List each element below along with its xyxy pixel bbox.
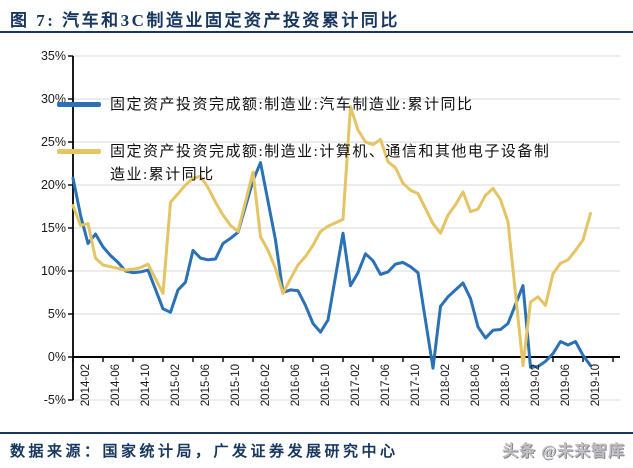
legend-label-auto: 固定资产投资完成额:制造业:汽车制造业:累计同比 bbox=[110, 97, 474, 113]
x-tick-label: 2017-06 bbox=[380, 364, 392, 407]
x-tick-label: 2019-02 bbox=[530, 364, 542, 407]
footer-divider bbox=[0, 432, 633, 434]
x-tick-label: 2015-06 bbox=[200, 364, 212, 407]
title-divider bbox=[0, 31, 633, 33]
x-tick-label: 2014-06 bbox=[110, 364, 122, 407]
y-tick-label: 10% bbox=[40, 264, 66, 278]
x-tick-label: 2019-06 bbox=[560, 364, 572, 407]
x-tick-label: 2016-10 bbox=[320, 364, 332, 407]
legend-item-electronics: 固定资产投资完成额:制造业:计算机、通信和其他电子设备制造业:累计同比 bbox=[57, 141, 562, 187]
y-tick-label: 35% bbox=[40, 49, 66, 63]
x-tick-label: 2016-02 bbox=[260, 364, 272, 407]
y-tick-label: 15% bbox=[40, 221, 66, 235]
x-tick-label: 2015-10 bbox=[230, 364, 242, 407]
y-tick-label: 25% bbox=[40, 135, 66, 149]
x-tick-label: 2017-02 bbox=[350, 364, 362, 407]
data-source-note: 数据来源：国家统计局，广发证券发展研究中心 bbox=[10, 444, 399, 460]
y-tick-label: -5% bbox=[43, 393, 66, 407]
x-tick-label: 2018-10 bbox=[500, 364, 512, 407]
x-tick-label: 2019-10 bbox=[590, 364, 602, 407]
series-electronics-line bbox=[71, 105, 592, 368]
x-tick-label: 2014-10 bbox=[140, 364, 152, 407]
line-chart-canvas bbox=[68, 55, 620, 401]
x-tick-label: 2017-10 bbox=[410, 364, 422, 407]
legend-item-auto: 固定资产投资完成额:制造业:汽车制造业:累计同比 bbox=[57, 94, 562, 117]
figure-title: 图 7: 汽车和3C制造业固定资产投资累计同比 bbox=[10, 11, 400, 30]
x-tick-label: 2016-06 bbox=[290, 364, 302, 407]
legend-swatch-electronics-line bbox=[57, 149, 101, 154]
chart-area: 35% 30% 25% 20% 15% 10% 5% 0% -5% 2014-02 2014-06… bbox=[0, 34, 633, 430]
y-tick-label: 20% bbox=[40, 178, 66, 192]
x-tick-label: 2018-06 bbox=[470, 364, 482, 407]
y-tick-label: 0% bbox=[47, 350, 66, 364]
legend-label-electronics: 固定资产投资完成额:制造业:计算机、通信和其他电子设备制造业:累计同比 bbox=[110, 144, 551, 183]
x-tick-label: 2014-02 bbox=[80, 364, 92, 407]
watermark-text: 头条 @未来智库 bbox=[502, 443, 625, 460]
x-tick-label: 2018-02 bbox=[440, 364, 452, 407]
x-tick-label: 2015-02 bbox=[170, 364, 182, 407]
y-tick-label: 5% bbox=[47, 307, 66, 321]
legend-swatch-auto-line bbox=[57, 102, 101, 107]
chart-legend: 固定资产投资完成额:制造业:汽车制造业:累计同比 固定资产投资完成额:制造业:计… bbox=[57, 94, 562, 187]
series-auto-line bbox=[71, 161, 592, 370]
